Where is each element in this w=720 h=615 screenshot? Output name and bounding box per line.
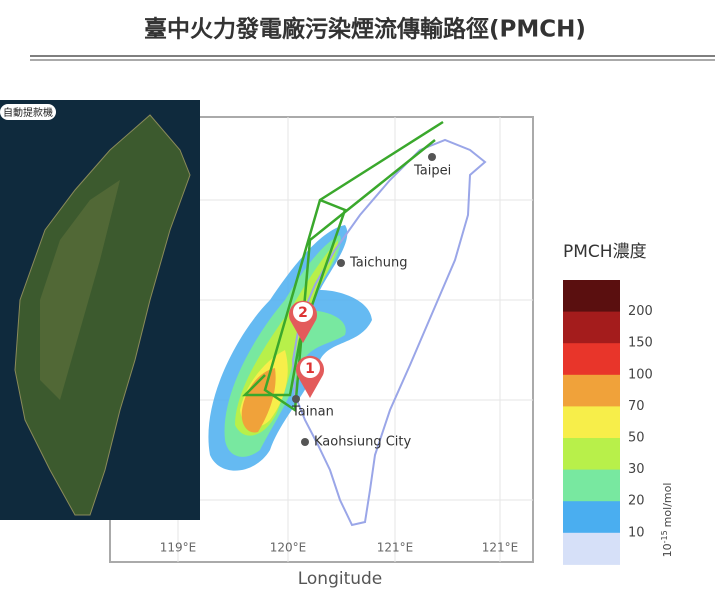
legend-level: 20 xyxy=(628,494,645,509)
color-swatch xyxy=(563,280,620,313)
x-axis-label: Longitude xyxy=(298,569,383,589)
x-tick-label: 119°E xyxy=(160,541,197,555)
color-swatch xyxy=(563,374,620,407)
satellite-inset: 自動提款機 xyxy=(0,100,200,520)
satellite-label: 自動提款機 xyxy=(3,106,53,119)
legend-level: 70 xyxy=(628,399,645,414)
place-label: Taipei xyxy=(413,164,451,179)
place-label: Taichung xyxy=(349,256,407,271)
colorbar: 200 150 100 70 50 30 20 10 xyxy=(563,280,653,565)
x-tick-label: 120°E xyxy=(270,541,307,555)
color-swatch xyxy=(563,469,620,502)
color-swatch xyxy=(563,311,620,344)
taiwan-outline xyxy=(291,138,487,527)
marker-label: 2 xyxy=(298,305,308,321)
legend-title: PMCH濃度 xyxy=(563,242,647,262)
legend-level: 100 xyxy=(628,367,653,382)
legend-level: 30 xyxy=(628,462,645,477)
marker-label: 1 xyxy=(305,361,315,377)
legend-unit: 10-15mol/mol xyxy=(660,483,675,558)
color-swatch xyxy=(563,438,620,471)
marker: 1 xyxy=(296,355,325,398)
legend-level: 50 xyxy=(628,431,645,446)
color-swatch xyxy=(563,501,620,534)
place-label: Tainan xyxy=(291,405,334,420)
legend-level: 10 xyxy=(628,525,645,540)
marker: 2 xyxy=(289,300,317,343)
x-tick-label: 121°E xyxy=(482,541,519,555)
x-tick-label: 121°E xyxy=(377,541,414,555)
trajectory xyxy=(241,120,444,413)
legend-level: 200 xyxy=(628,304,653,319)
place-dots xyxy=(292,153,436,446)
title: 臺中火力發電廠污染煙流傳輸路徑(PMCH) xyxy=(144,16,586,43)
color-swatch xyxy=(563,532,620,565)
place-label: Kaohsiung City xyxy=(314,435,411,450)
legend-level: 150 xyxy=(628,336,653,351)
color-swatch xyxy=(563,343,620,376)
color-swatch xyxy=(563,406,620,439)
